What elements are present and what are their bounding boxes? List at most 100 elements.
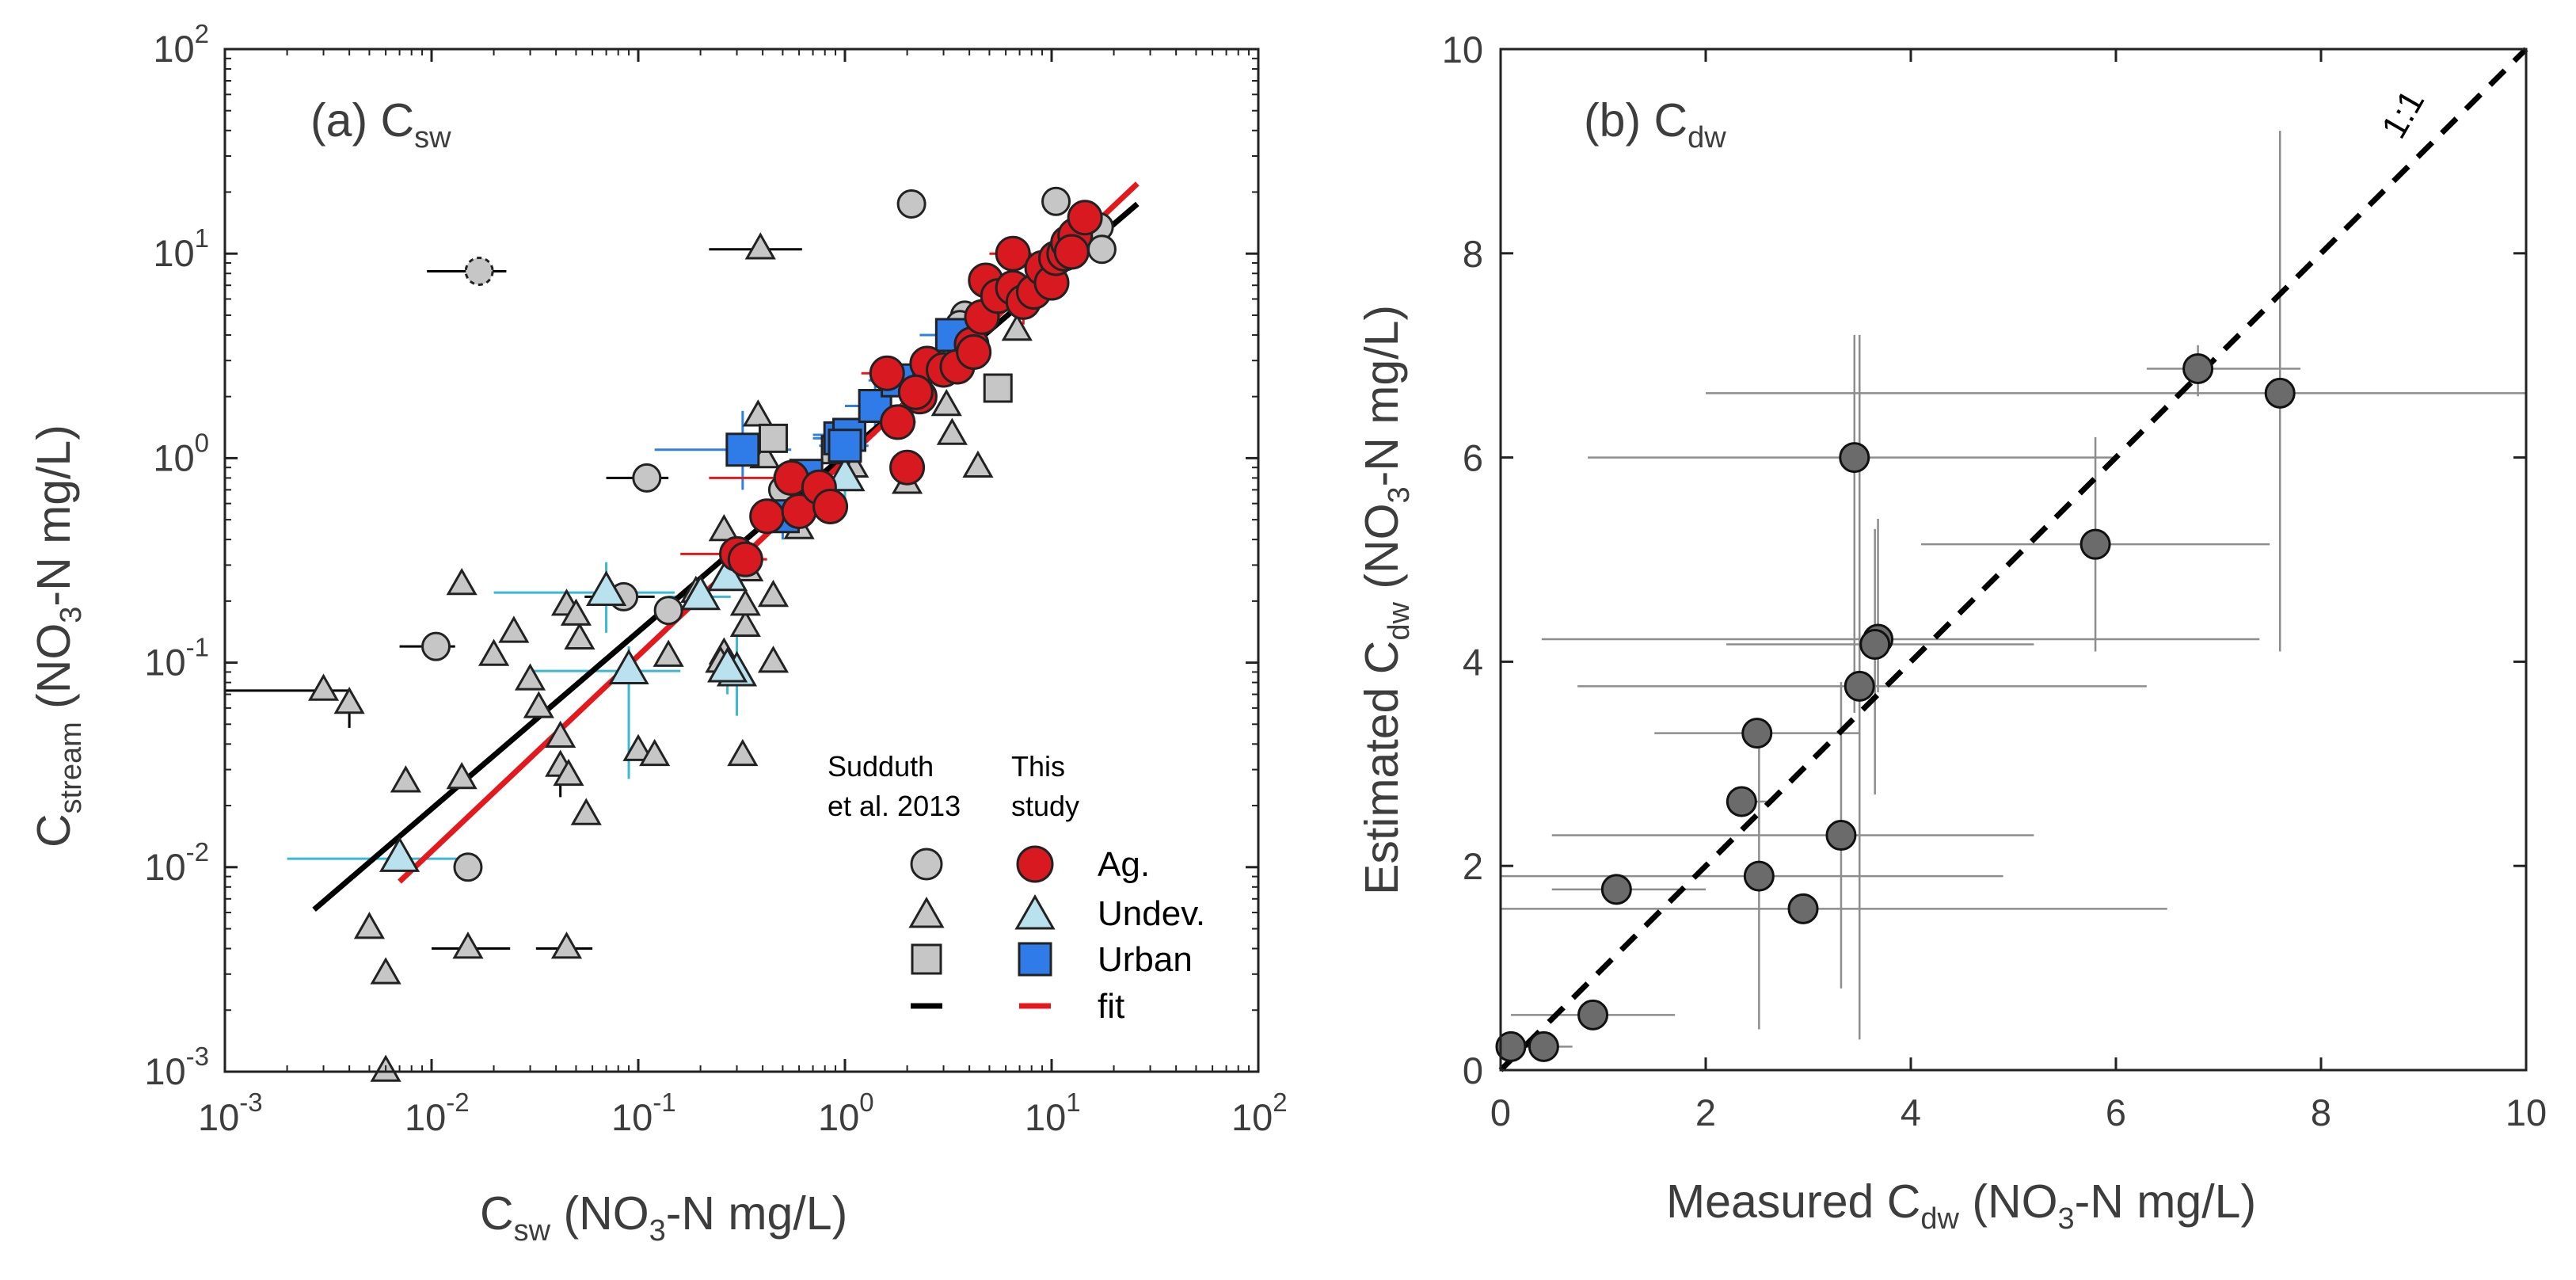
panel-a-x-tick-label: 101 bbox=[1025, 1088, 1081, 1138]
legend-sudduth-triangle bbox=[908, 896, 945, 928]
panel-a-x-tick-label: 100 bbox=[818, 1088, 874, 1138]
panel-b-x-tick-label: 2 bbox=[1695, 1091, 1716, 1133]
panel-b-y-tick-label: 6 bbox=[1463, 437, 1483, 479]
point-sudduth-triangle bbox=[523, 691, 554, 718]
panel-a-title: (a) Csw bbox=[310, 94, 451, 154]
point-sudduth-triangle bbox=[564, 622, 595, 650]
panel-a: 10-3 10-2 10-1 100 101 102 10-3 10-2 10-1 100 101 1… bbox=[28, 19, 1288, 1248]
point-sudduth-triangle bbox=[307, 673, 340, 701]
point-sudduth-triangle bbox=[478, 638, 510, 666]
point-sudduth-triangle bbox=[757, 579, 790, 608]
legend-undev-triangle bbox=[1014, 893, 1056, 930]
panel-b-y-tick-label: 10 bbox=[1442, 29, 1483, 70]
panel-b-point bbox=[1839, 442, 1870, 474]
point-sudduth-triangle bbox=[930, 389, 962, 417]
panel-b-point bbox=[1741, 718, 1773, 749]
panel-b-point bbox=[1577, 999, 1609, 1030]
panel-b-y-tick-label: 8 bbox=[1463, 233, 1483, 275]
point-sudduth-triangle bbox=[622, 733, 654, 761]
legend-header-sudduth-line1: Sudduth bbox=[828, 750, 934, 783]
one-to-one-label: 1:1 bbox=[2374, 84, 2432, 145]
legend-label-urban: Urban bbox=[1098, 940, 1193, 979]
point-this-circle bbox=[812, 488, 849, 524]
legend-ag-circle bbox=[1016, 845, 1054, 883]
panel-b-error-bars bbox=[1501, 131, 2526, 1048]
point-sudduth-triangle bbox=[545, 720, 576, 749]
point-sudduth-circle bbox=[421, 631, 451, 661]
point-sudduth-circle bbox=[1086, 234, 1117, 265]
point-sudduth-triangle bbox=[446, 761, 478, 790]
point-sudduth-circle bbox=[896, 189, 927, 219]
panel-b-point bbox=[1787, 893, 1819, 924]
panel-b-point bbox=[1859, 628, 1891, 660]
legend-label-fit: fit bbox=[1098, 987, 1124, 1026]
panel-a-y-tick-label: 101 bbox=[153, 223, 209, 274]
panel-b-point bbox=[1844, 670, 1875, 702]
panel-b-title: (b) Cdw bbox=[1584, 94, 1726, 154]
point-sudduth-triangle bbox=[1001, 314, 1033, 341]
panel-b-ticks: 0 2 4 6 8 10 0 2 4 6 8 10 bbox=[1442, 29, 2547, 1133]
panel-b-frame bbox=[1499, 48, 2528, 1072]
point-sudduth-triangle bbox=[653, 639, 684, 667]
point-sudduth-triangle bbox=[708, 513, 740, 542]
legend: Sudduth et al. 2013 This study Ag. Undev… bbox=[828, 750, 1205, 1026]
point-this-circle bbox=[1053, 234, 1090, 270]
panel-a-frame bbox=[223, 48, 1260, 1073]
panel-a-points bbox=[307, 186, 1117, 1082]
point-sudduth-triangle bbox=[514, 663, 546, 691]
point-this-triangle bbox=[608, 649, 649, 684]
panel-b-point bbox=[1495, 1030, 1527, 1062]
point-this-triangle bbox=[707, 646, 748, 683]
panel-a-x-tick-label: 10-2 bbox=[405, 1088, 470, 1138]
legend-header-sudduth-line2: et al. 2013 bbox=[828, 790, 961, 822]
panel-b-x-tick-label: 0 bbox=[1490, 1091, 1511, 1133]
point-this-triangle bbox=[585, 570, 627, 606]
point-this-circle bbox=[880, 404, 916, 440]
point-sudduth-triangle bbox=[570, 798, 602, 825]
panel-b-xlabel: Measured Cdw (NO3-N mg/L) bbox=[1666, 1175, 2256, 1236]
panel-b-y-tick-label: 0 bbox=[1463, 1050, 1483, 1091]
panel-a-y-tick-label: 10-2 bbox=[144, 837, 209, 888]
legend-header-this-line2: study bbox=[1011, 790, 1079, 822]
panel-b-x-tick-label: 10 bbox=[2506, 1091, 2547, 1133]
point-this-circle bbox=[1067, 200, 1103, 236]
point-sudduth-triangle bbox=[446, 567, 478, 596]
point-this-square bbox=[828, 429, 862, 463]
point-this-circle bbox=[897, 374, 934, 410]
point-sudduth-square bbox=[983, 373, 1013, 403]
panel-b-point bbox=[2182, 352, 2214, 384]
panel-a-title-sub: sw bbox=[414, 121, 451, 154]
panel-b-x-tick-label: 6 bbox=[2106, 1091, 2126, 1133]
point-sudduth-circle bbox=[464, 256, 494, 286]
point-sudduth-triangle bbox=[333, 686, 365, 714]
panel-b: 0 2 4 6 8 10 0 2 4 6 8 10 (b) Cdw 1:1 Measured Cdw … bbox=[1356, 29, 2547, 1236]
panel-b-x-tick-label: 4 bbox=[1901, 1091, 1921, 1133]
point-sudduth-circle bbox=[632, 463, 662, 493]
point-sudduth-triangle bbox=[962, 450, 994, 478]
panel-b-point bbox=[2079, 528, 2111, 560]
panel-a-y-tick-label: 10-3 bbox=[144, 1042, 209, 1092]
panel-b-point bbox=[1743, 860, 1775, 892]
panel-a-x-tick-label: 10-3 bbox=[198, 1088, 263, 1138]
point-this-triangle bbox=[379, 836, 420, 872]
point-this-triangle bbox=[679, 574, 721, 611]
point-this-circle bbox=[889, 449, 926, 486]
legend-sudduth-circle bbox=[910, 848, 943, 881]
legend-header-this-line1: This bbox=[1011, 750, 1065, 783]
point-sudduth-triangle bbox=[560, 598, 592, 626]
panel-a-y-tick-label: 10-1 bbox=[144, 633, 209, 684]
point-sudduth-triangle bbox=[936, 417, 968, 445]
panel-b-ylabel: Estimated Cdw (NO3-N mg/L) bbox=[1356, 305, 1416, 895]
panel-a-y-tick-label: 102 bbox=[153, 19, 209, 70]
point-sudduth-triangle bbox=[452, 931, 484, 959]
point-this-square bbox=[725, 432, 760, 467]
panel-b-point bbox=[2264, 377, 2296, 409]
panel-b-point bbox=[1600, 874, 1632, 905]
point-this-circle bbox=[956, 334, 992, 371]
legend-sudduth-square bbox=[911, 943, 942, 975]
panel-a-xlabel: Csw (NO3-N mg/L) bbox=[480, 1187, 847, 1248]
panel-a-ylabel: Cstream (NO3-N mg/L) bbox=[28, 425, 88, 848]
panel-b-point bbox=[1528, 1030, 1559, 1062]
point-sudduth-triangle bbox=[744, 232, 776, 260]
